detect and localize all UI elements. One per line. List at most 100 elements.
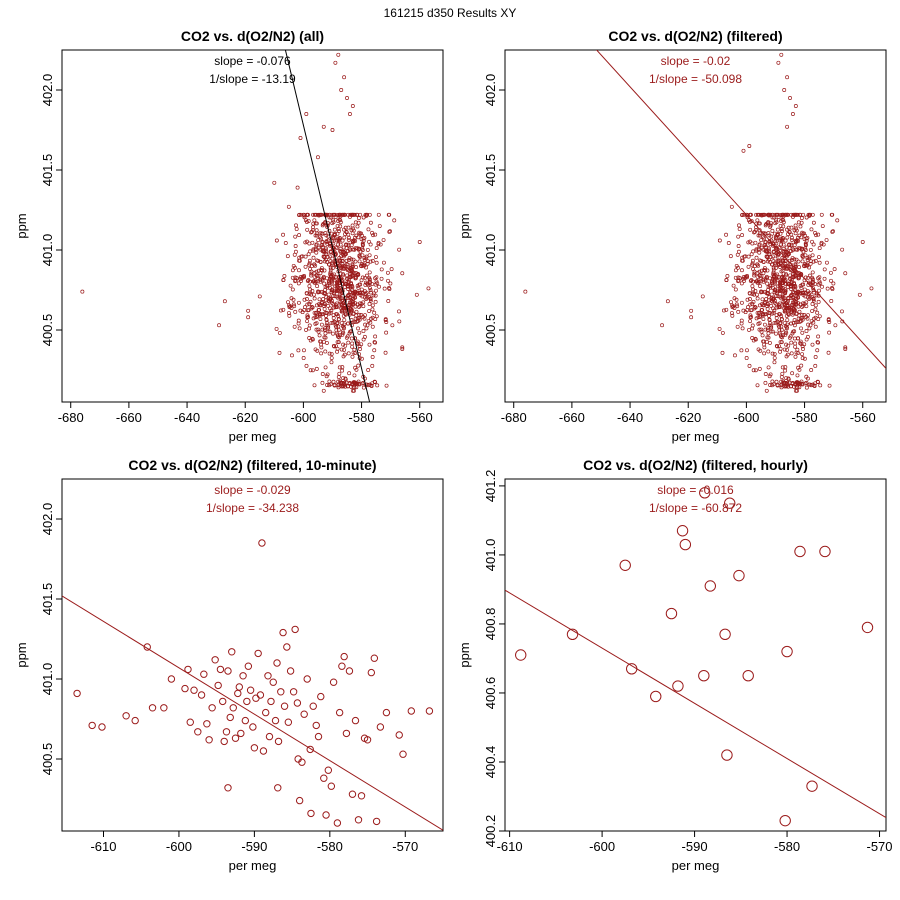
data-point bbox=[767, 252, 772, 257]
data-point bbox=[763, 327, 768, 332]
data-point bbox=[184, 665, 192, 674]
data-point bbox=[843, 347, 848, 351]
data-point bbox=[356, 246, 361, 251]
data-point bbox=[780, 281, 784, 285]
data-point bbox=[804, 337, 809, 342]
data-point bbox=[316, 268, 321, 273]
x-tick-label: -570 bbox=[392, 839, 418, 854]
data-point bbox=[332, 319, 337, 324]
data-point bbox=[373, 380, 377, 385]
data-point bbox=[338, 333, 343, 338]
data-point bbox=[783, 381, 788, 385]
data-point bbox=[367, 278, 372, 283]
data-point bbox=[757, 250, 762, 255]
y-axis-label: ppm bbox=[14, 213, 29, 238]
data-point bbox=[817, 255, 821, 259]
data-point bbox=[363, 295, 367, 300]
data-point bbox=[336, 379, 341, 384]
data-point bbox=[796, 295, 801, 300]
data-point bbox=[323, 331, 328, 336]
data-point bbox=[755, 262, 760, 267]
chart-title: CO2 vs. d(O2/N2) (filtered, 10-minute) bbox=[128, 457, 376, 473]
data-point bbox=[295, 185, 300, 190]
data-point bbox=[382, 708, 391, 717]
data-point bbox=[813, 303, 818, 308]
data-point bbox=[742, 670, 754, 682]
data-point bbox=[776, 232, 780, 236]
data-point bbox=[319, 345, 324, 350]
data-point bbox=[843, 271, 848, 276]
data-point bbox=[343, 343, 348, 348]
data-point bbox=[333, 245, 338, 250]
data-point bbox=[353, 365, 358, 370]
x-tick-label: -570 bbox=[867, 839, 893, 854]
data-point bbox=[824, 260, 829, 265]
data-point bbox=[785, 305, 790, 310]
x-tick-label: -580 bbox=[317, 839, 343, 854]
data-point bbox=[774, 220, 779, 225]
data-point bbox=[787, 229, 792, 234]
data-point bbox=[322, 221, 327, 226]
data-point bbox=[291, 302, 296, 307]
data-point bbox=[748, 278, 753, 283]
data-point bbox=[739, 321, 744, 326]
data-point bbox=[350, 284, 355, 288]
chart-panel-3: CO2 vs. d(O2/N2) (filtered, 10-minute) -6… bbox=[14, 457, 444, 873]
data-point bbox=[783, 238, 788, 243]
data-point bbox=[293, 279, 298, 284]
data-point bbox=[316, 279, 320, 284]
data-point bbox=[326, 325, 330, 330]
data-point bbox=[761, 339, 766, 344]
data-point bbox=[793, 354, 798, 359]
data-point bbox=[313, 279, 318, 284]
data-point bbox=[300, 254, 305, 259]
data-point bbox=[515, 649, 527, 661]
inverse-slope-annotation: 1/slope = -50.098 bbox=[649, 72, 742, 86]
data-point bbox=[386, 278, 390, 283]
x-tick-label: -620 bbox=[232, 410, 258, 425]
data-point bbox=[356, 271, 361, 276]
data-point bbox=[730, 305, 735, 310]
data-point bbox=[754, 279, 759, 284]
data-point bbox=[368, 298, 373, 303]
data-point bbox=[780, 371, 785, 376]
data-point bbox=[743, 274, 748, 279]
data-point bbox=[342, 729, 351, 738]
data-point bbox=[307, 336, 312, 340]
data-point bbox=[817, 260, 822, 265]
data-point bbox=[311, 225, 315, 230]
data-point bbox=[764, 249, 769, 254]
data-point bbox=[336, 286, 341, 291]
data-point bbox=[816, 299, 821, 304]
data-point bbox=[320, 299, 325, 304]
y-tick-label: 401.2 bbox=[483, 470, 498, 503]
data-point bbox=[763, 299, 768, 304]
data-point bbox=[763, 244, 768, 249]
data-point bbox=[320, 774, 328, 782]
data-point bbox=[813, 258, 818, 263]
data-point bbox=[425, 707, 434, 715]
data-point bbox=[786, 295, 791, 300]
data-point bbox=[383, 317, 388, 322]
y-tick-label: 402.0 bbox=[40, 503, 55, 536]
data-point bbox=[781, 212, 786, 217]
data-point bbox=[781, 246, 786, 251]
data-point bbox=[346, 225, 351, 230]
data-point bbox=[350, 262, 355, 267]
data-point bbox=[752, 230, 756, 235]
data-point bbox=[143, 643, 151, 651]
data-point bbox=[259, 747, 268, 755]
data-point bbox=[800, 230, 805, 235]
data-point bbox=[294, 276, 299, 280]
data-point bbox=[800, 356, 805, 361]
data-point bbox=[340, 381, 345, 385]
data-point bbox=[377, 224, 382, 228]
data-point bbox=[347, 112, 352, 116]
data-point bbox=[361, 315, 366, 319]
data-point bbox=[766, 331, 771, 336]
data-point bbox=[344, 262, 349, 267]
data-point bbox=[729, 300, 733, 305]
data-point bbox=[346, 282, 350, 287]
data-point bbox=[766, 365, 771, 370]
data-point bbox=[338, 259, 343, 264]
